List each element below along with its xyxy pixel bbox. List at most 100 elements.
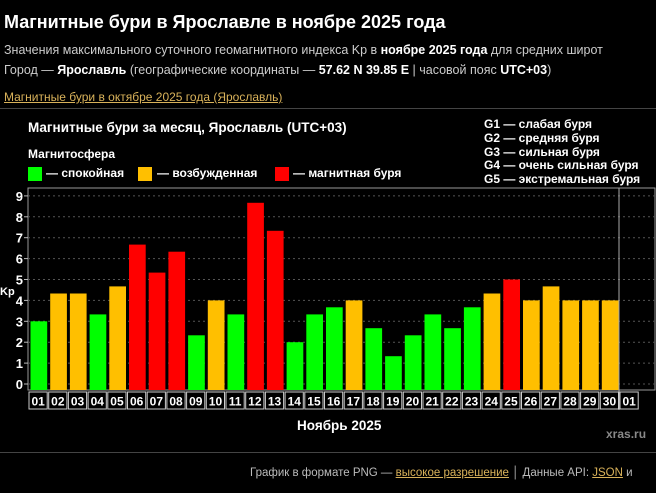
y-tick-label: 8	[16, 210, 23, 225]
bar-11	[227, 314, 245, 390]
y-tick-label: 2	[16, 335, 23, 350]
x-tick-label: 22	[445, 395, 459, 409]
chart-title: Магнитные бури за месяц, Ярославль (UTC+…	[28, 120, 347, 135]
subtitle-month: ноябре 2025 года	[380, 43, 488, 57]
bar-29	[582, 300, 599, 390]
x-tick-label: 28	[563, 395, 577, 409]
bar-10	[207, 300, 225, 390]
bar-20	[404, 335, 422, 390]
date-box	[442, 391, 462, 410]
bar-12	[247, 202, 264, 390]
x-tick-label: 04	[91, 395, 105, 409]
y-tick-label: 4	[16, 293, 24, 308]
y-tick-label: 5	[16, 273, 23, 288]
bar-01	[30, 321, 48, 390]
x-axis-label: Ноябрь 2025	[297, 418, 382, 433]
date-box	[343, 391, 363, 410]
footer-tail: и	[622, 467, 633, 479]
bar-13	[266, 230, 284, 390]
footer-separator: │	[508, 467, 523, 479]
bar-19	[385, 356, 402, 390]
x-tick-label: 03	[71, 395, 85, 409]
x-tick-label: 01	[31, 395, 45, 409]
x-tick-label: 01	[622, 395, 636, 409]
date-box	[225, 391, 245, 410]
previous-month-link[interactable]: Магнитные бури в октябре 2025 года (Ярос…	[4, 90, 283, 104]
storm-level-g4: G4 — очень сильная буря	[484, 158, 639, 172]
json-link[interactable]: JSON	[592, 467, 623, 479]
coords-prefix: (географические координаты —	[126, 63, 319, 77]
tz-suffix: )	[547, 63, 552, 77]
x-tick-label: 14	[288, 395, 302, 409]
tz-prefix: | часовой пояс	[409, 63, 501, 77]
bar-22	[444, 328, 461, 390]
x-tick-label: 12	[248, 395, 262, 409]
city-name: Ярославль	[57, 63, 127, 77]
x-tick-label: 15	[307, 395, 321, 409]
bar-03	[69, 293, 87, 390]
api-text: Данные API:	[522, 467, 593, 479]
watermark: xras.ru	[606, 427, 647, 441]
date-box	[245, 391, 265, 410]
y-tick-label: 7	[16, 231, 23, 246]
x-tick-label: 02	[51, 395, 65, 409]
date-box	[107, 391, 127, 410]
bar-02	[50, 293, 67, 390]
timezone: UTC+03	[500, 63, 548, 77]
date-box	[264, 391, 285, 410]
legend-swatch-active	[138, 167, 152, 181]
y-tick-label: 9	[16, 189, 23, 204]
date-box	[619, 391, 639, 410]
page-title: Магнитные бури в Ярославле в ноябре 2025…	[4, 12, 446, 32]
x-tick-label: 21	[425, 395, 439, 409]
city-info: Город — Ярославль (географические коорди…	[4, 63, 551, 77]
bar-17	[345, 300, 363, 390]
x-tick-label: 16	[327, 395, 341, 409]
bar-14	[286, 342, 304, 390]
legend-label-active: — возбужденная	[157, 166, 258, 180]
city-prefix: Город —	[4, 63, 58, 77]
bar-04	[89, 314, 107, 390]
y-tick-label: 3	[16, 314, 23, 329]
x-tick-label: 05	[110, 395, 124, 409]
bar-25	[503, 279, 520, 390]
y-tick-label: 1	[16, 356, 23, 371]
date-box	[48, 391, 68, 410]
bar-09	[188, 335, 205, 390]
x-tick-label: 27	[544, 395, 558, 409]
divider	[0, 108, 656, 109]
storm-level-g3: G3 — сильная буря	[484, 145, 600, 159]
date-box	[186, 391, 206, 410]
x-tick-label: 10	[209, 395, 223, 409]
coords: 57.62 N 39.85 E	[318, 63, 410, 77]
x-tick-label: 08	[169, 395, 183, 409]
date-box	[87, 391, 107, 410]
storm-level-g5: G5 — экстремальная буря	[484, 172, 641, 186]
date-box	[324, 391, 344, 410]
x-tick-label: 09	[189, 395, 203, 409]
x-tick-label: 20	[406, 395, 420, 409]
date-box	[28, 391, 48, 410]
png-text: График в формате PNG —	[250, 467, 396, 479]
x-tick-label: 06	[130, 395, 144, 409]
legend-swatch-quiet	[28, 167, 42, 181]
x-tick-label: 07	[150, 395, 164, 409]
subtitle-text: Значения максимального суточного геомагн…	[4, 43, 381, 57]
x-tick-label: 17	[347, 395, 361, 409]
date-box	[422, 391, 442, 410]
bar-27	[542, 286, 560, 390]
bar-16	[326, 307, 343, 390]
high-res-link[interactable]: высокое разрешение	[395, 467, 509, 479]
x-tick-label: 23	[465, 395, 479, 409]
bar-15	[306, 314, 323, 390]
date-box	[481, 391, 501, 410]
legend-label-storm: — магнитная буря	[293, 166, 402, 180]
date-box	[146, 391, 166, 410]
bar-18	[365, 328, 383, 390]
x-tick-label: 25	[504, 395, 518, 409]
y-tick-label: 0	[16, 377, 23, 392]
y-axis-label: Kp	[0, 286, 15, 298]
date-box	[363, 391, 383, 410]
legend-swatch-storm	[275, 167, 289, 181]
